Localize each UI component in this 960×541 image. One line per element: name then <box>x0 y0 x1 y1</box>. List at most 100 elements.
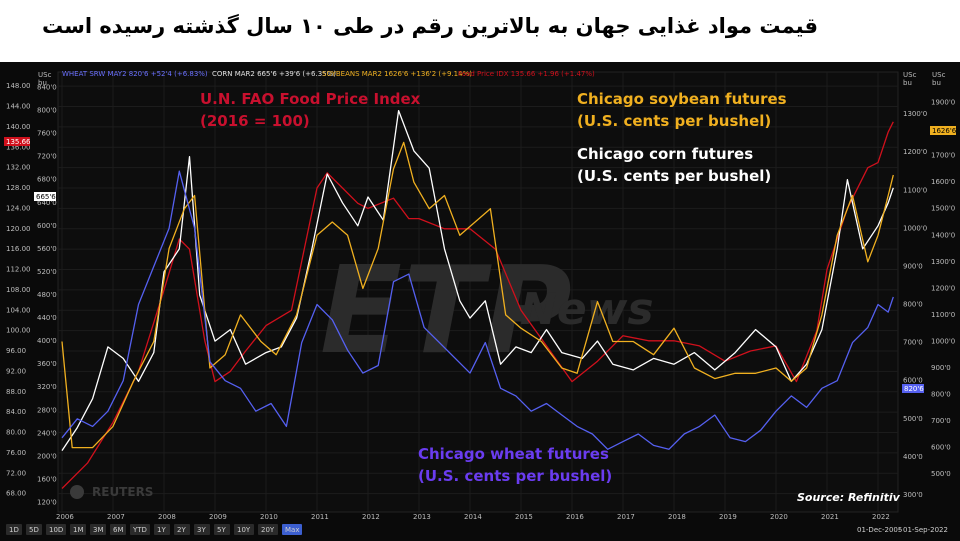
fao-tick-label: 100.00 <box>6 327 31 335</box>
range-button-5d[interactable]: 5D <box>26 524 42 535</box>
x-tick-label: 2017 <box>617 513 635 521</box>
unit-left-sub: bu <box>38 79 47 87</box>
reuters-watermark: REUTERS <box>92 485 153 499</box>
corn-tick-label: 240'0 <box>37 429 57 437</box>
x-tick-label: 2012 <box>362 513 380 521</box>
soy-tick-label: 600'0 <box>931 444 951 452</box>
svg-text:820'6: 820'6 <box>904 385 924 393</box>
fao-annotation-1: U.N. FAO Food Price Index <box>200 90 421 108</box>
corn-tick-label: 560'0 <box>37 245 57 253</box>
svg-text:665'6: 665'6 <box>36 193 56 201</box>
soy-tick-label: 1300'0 <box>931 258 955 266</box>
legend-corn[interactable]: CORN MAR2 665'6 +39'6 (+6.35%) <box>212 70 336 78</box>
fao-tick-label: 140.00 <box>6 123 31 131</box>
fao-tick-label: 68.00 <box>6 490 26 498</box>
fao-tick-label: 124.00 <box>6 204 31 212</box>
soy-tick-label: 1400'0 <box>931 231 955 239</box>
x-tick-label: 2016 <box>566 513 584 521</box>
svg-text:20Y: 20Y <box>261 526 275 534</box>
range-button-5y[interactable]: 5Y <box>214 524 230 535</box>
x-tick-label: 2013 <box>413 513 431 521</box>
corn-tick-label: 280'0 <box>37 406 57 414</box>
range-button-1d[interactable]: 1D <box>6 524 22 535</box>
fao-tick-label: 112.00 <box>6 266 31 274</box>
svg-text:01-Sep-2022: 01-Sep-2022 <box>903 526 948 534</box>
unit-right1-sub: bu <box>903 79 912 87</box>
wheat-tick-label: 500'0 <box>903 415 923 423</box>
corn-tick-label: 760'0 <box>37 130 57 138</box>
svg-text:135.66: 135.66 <box>6 138 31 146</box>
x-tick-label: 2014 <box>464 513 482 521</box>
range-button-3m[interactable]: 3M <box>90 524 106 535</box>
corn-tick-label: 120'0 <box>37 498 57 506</box>
fao-tick-label: 108.00 <box>6 286 31 294</box>
wheat-tick-label: 1100'0 <box>903 186 927 194</box>
watermark-news: News <box>520 284 654 335</box>
wheat-annotation-2: (U.S. cents per bushel) <box>418 467 612 485</box>
range-button-bar: 1D 5D 10D 1M 3M 6M YTD 1Y 2Y 3Y 5Y 10Y 20Y Max <box>6 524 302 535</box>
range-button-max[interactable]: Max <box>282 524 302 535</box>
corn-tick-label: 640'0 <box>37 199 57 207</box>
corn-tick-label: 680'0 <box>37 176 57 184</box>
svg-text:-: - <box>898 526 901 534</box>
range-button-3y[interactable]: 3Y <box>194 524 210 535</box>
svg-text:1Y: 1Y <box>157 526 166 534</box>
soy-tick-label: 1900'0 <box>931 99 955 107</box>
x-tick-label: 2022 <box>872 513 890 521</box>
fao-tick-label: 92.00 <box>6 367 26 375</box>
title-bar: قیمت مواد غذایی جهان به بالاترین رقم در … <box>0 0 960 62</box>
fao-tick-label: 128.00 <box>6 184 31 192</box>
wheat-tick-label: 300'0 <box>903 491 923 499</box>
soy-tick-label: 1500'0 <box>931 205 955 213</box>
range-button-10d[interactable]: 10D <box>46 524 66 535</box>
range-button-1m[interactable]: 1M <box>70 524 86 535</box>
soy-tick-label: 1000'0 <box>931 337 955 345</box>
x-tick-label: 2011 <box>311 513 329 521</box>
range-button-6m[interactable]: 6M <box>110 524 126 535</box>
x-tick-label: 2020 <box>770 513 788 521</box>
svg-text:2Y: 2Y <box>177 526 186 534</box>
corn-tick-label: 320'0 <box>37 383 57 391</box>
range-button-20y[interactable]: 20Y <box>258 524 278 535</box>
date-range: 01-Dec-2005 - 01-Sep-2022 <box>857 526 948 534</box>
wheat-tick-label: 800'0 <box>903 301 923 309</box>
corn-annotation-1: Chicago corn futures <box>577 145 753 163</box>
svg-text:YTD: YTD <box>132 526 147 534</box>
x-tick-label: 2021 <box>821 513 839 521</box>
svg-text:3M: 3M <box>93 526 104 534</box>
chart-panel: ETP News REUTERS 68.00 72.00 76.00 80.00 84.… <box>0 62 960 541</box>
svg-text:1M: 1M <box>73 526 84 534</box>
soy-tick-label: 1100'0 <box>931 311 955 319</box>
unit-left-top: USc <box>38 71 52 79</box>
corn-tick-label: 480'0 <box>37 291 57 299</box>
fao-tick-label: 72.00 <box>6 469 26 477</box>
wheat-tick-label: 1000'0 <box>903 224 927 232</box>
range-button-1y[interactable]: 1Y <box>154 524 170 535</box>
legend-fao[interactable]: Food Price IDX 135.66 +1.96 (+1.47%) <box>458 70 595 78</box>
corn-tick-label: 160'0 <box>37 475 57 483</box>
fao-tick-label: 96.00 <box>6 347 26 355</box>
legend-wheat[interactable]: WHEAT SRW MAY2 820'6 +52'4 (+6.83%) <box>62 70 208 78</box>
wheat-tick-label: 900'0 <box>903 262 923 270</box>
fao-annotation-2: (2016 = 100) <box>200 112 310 130</box>
soy-tick-label: 1600'0 <box>931 178 955 186</box>
svg-text:Max: Max <box>285 526 299 534</box>
svg-text:01-Dec-2005: 01-Dec-2005 <box>857 526 902 534</box>
x-tick-label: 2015 <box>515 513 533 521</box>
fao-tick-label: 120.00 <box>6 225 31 233</box>
fao-tick-label: 144.00 <box>6 103 31 111</box>
range-button-10y[interactable]: 10Y <box>234 524 254 535</box>
range-button-ytd[interactable]: YTD <box>130 524 150 535</box>
legend-soy[interactable]: SOYBEANS MAR2 1626'6 +136'2 (+9.14%) <box>322 70 472 78</box>
unit-right2-top: USc <box>932 71 946 79</box>
range-button-2y[interactable]: 2Y <box>174 524 190 535</box>
fao-tick-label: 84.00 <box>6 408 26 416</box>
fao-tick-label: 80.00 <box>6 429 26 437</box>
price-chart: ETP News REUTERS 68.00 72.00 76.00 80.00 84.… <box>0 62 960 541</box>
reuters-logo <box>70 485 84 499</box>
wheat-tick-label: 600'0 <box>903 377 923 385</box>
x-tick-label: 2009 <box>209 513 227 521</box>
corn-annotation-2: (U.S. cents per bushel) <box>577 167 771 185</box>
x-tick-label: 2019 <box>719 513 737 521</box>
unit-right1-top: USc <box>903 71 917 79</box>
